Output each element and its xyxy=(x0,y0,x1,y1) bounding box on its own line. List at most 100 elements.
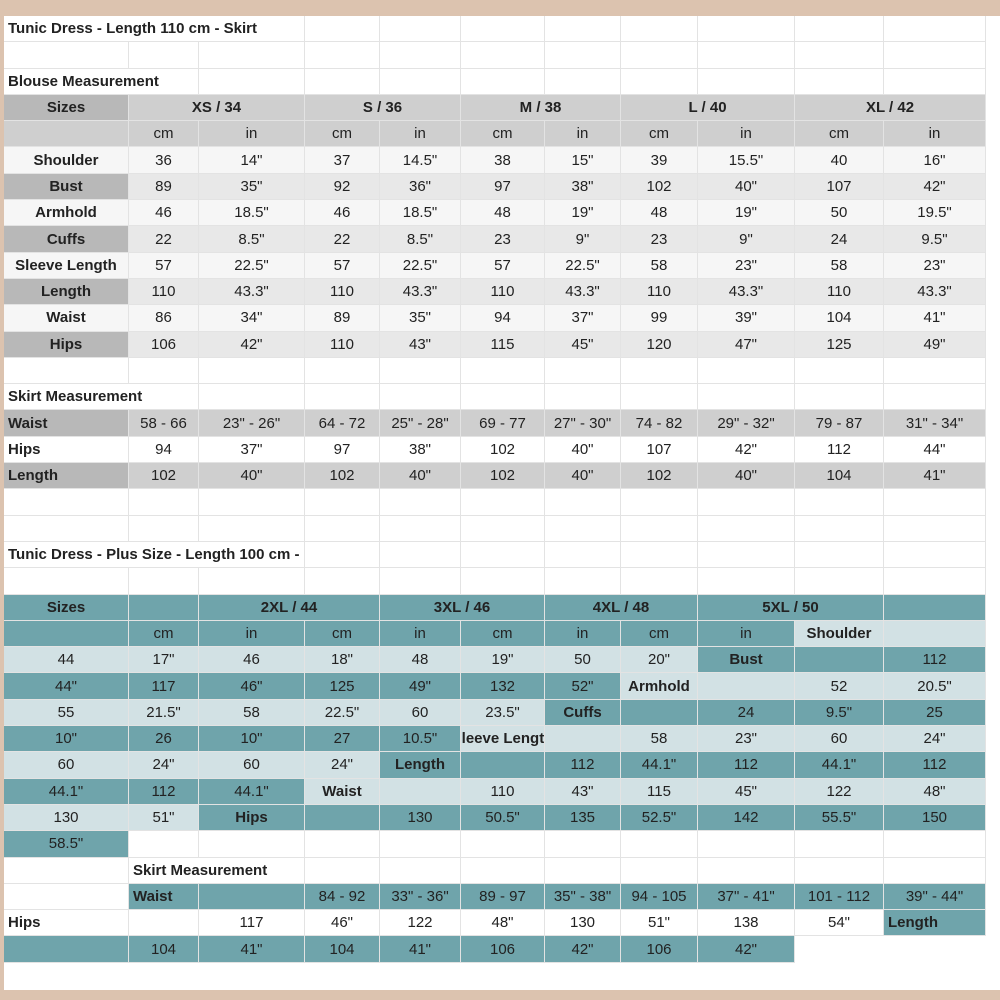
measurement-cell: 23" - 26" xyxy=(199,410,305,437)
empty-cell xyxy=(795,857,884,884)
measurement-cell: 107 xyxy=(795,173,884,201)
measurement-cell: 40" xyxy=(545,463,621,490)
measurement-cell: 106 xyxy=(129,331,199,358)
empty-cell xyxy=(621,357,698,385)
measurement-cell: 24" xyxy=(884,726,986,753)
empty-cell xyxy=(621,857,698,884)
measurement-cell: 31" - 34" xyxy=(884,410,986,437)
measurement-cell: 24" xyxy=(129,752,199,779)
measurement-cell: 102 xyxy=(129,463,199,490)
row-label: Length xyxy=(4,278,129,306)
measurement-cell: 15" xyxy=(545,147,621,174)
row-label: Armhold xyxy=(621,673,698,700)
row-label: Hips xyxy=(4,331,129,358)
measurement-cell: 25 xyxy=(884,699,986,727)
measurement-cell: 138 xyxy=(698,910,795,937)
measurement-cell: 45" xyxy=(698,778,795,805)
empty-cell xyxy=(380,489,461,516)
row-label: Length xyxy=(4,463,129,490)
row-label: Length xyxy=(380,752,461,779)
empty-cell xyxy=(698,541,795,569)
measurement-cell: 117 xyxy=(199,910,305,937)
label-spacer xyxy=(698,673,795,700)
measurement-cell: 104 xyxy=(129,936,199,963)
empty-cell xyxy=(380,568,461,595)
row-label: Shoulder xyxy=(4,147,129,174)
measurement-cell: 54" xyxy=(795,910,884,937)
measurement-cell: 60 xyxy=(4,752,129,779)
measurement-cell: 46" xyxy=(199,673,305,700)
empty-cell xyxy=(4,515,129,542)
measurement-cell: 46 xyxy=(305,200,380,227)
measurement-cell: 142 xyxy=(698,804,795,832)
label-spacer xyxy=(621,699,698,727)
measurement-cell: 19" xyxy=(698,200,795,227)
empty-cell xyxy=(698,357,795,385)
row-label: Shoulder xyxy=(795,620,884,648)
measurement-cell: 44.1" xyxy=(621,752,698,779)
empty-cell xyxy=(884,568,986,595)
measurement-cell: 9.5" xyxy=(795,699,884,727)
measurement-cell: 41" xyxy=(199,936,305,963)
measurement-cell: 19" xyxy=(461,647,545,674)
measurement-cell: 46" xyxy=(305,910,380,937)
empty-cell xyxy=(199,384,305,411)
size-header: 5XL / 50 xyxy=(698,594,884,621)
empty-cell xyxy=(461,16,545,43)
measurement-cell: 102 xyxy=(621,463,698,490)
measurement-cell: 115 xyxy=(461,331,545,358)
empty-cell xyxy=(461,357,545,385)
measurement-cell: 38" xyxy=(380,436,461,464)
measurement-cell: 37" - 41" xyxy=(698,883,795,911)
measurement-cell: 89 xyxy=(129,173,199,201)
measurement-cell: 94 - 105 xyxy=(621,883,698,911)
empty-cell xyxy=(305,357,380,385)
measurement-cell: 110 xyxy=(461,778,545,805)
measurement-cell: 37" xyxy=(545,305,621,332)
unit-in: in xyxy=(380,620,461,648)
measurement-cell: 110 xyxy=(305,331,380,358)
measurement-cell: 150 xyxy=(884,804,986,832)
unit-cm: cm xyxy=(795,121,884,148)
empty-cell xyxy=(884,541,986,569)
empty-cell xyxy=(545,515,621,542)
empty-cell xyxy=(4,42,129,69)
measurement-cell: 89 - 97 xyxy=(461,883,545,911)
measurement-cell: 8.5" xyxy=(380,226,461,253)
measurement-cell: 38" xyxy=(545,173,621,201)
empty-cell xyxy=(199,489,305,516)
measurement-cell: 10" xyxy=(199,726,305,753)
unit-cm: cm xyxy=(461,121,545,148)
empty-cell xyxy=(461,568,545,595)
measurement-cell: 23 xyxy=(621,226,698,253)
measurement-cell: 22.5" xyxy=(305,699,380,727)
measurement-cell: 104 xyxy=(305,936,380,963)
measurement-cell: 60 xyxy=(795,726,884,753)
measurement-cell: 57 xyxy=(461,252,545,279)
empty-cell xyxy=(884,515,986,542)
measurement-cell: 112 xyxy=(129,778,199,805)
measurement-cell: 42" xyxy=(545,936,621,963)
empty-cell xyxy=(380,384,461,411)
measurement-cell: 102 xyxy=(305,463,380,490)
empty-cell xyxy=(461,515,545,542)
row-label: Armhold xyxy=(4,200,129,227)
measurement-cell: 41" xyxy=(884,305,986,332)
row-label: Waist xyxy=(4,410,129,437)
size-header: M / 38 xyxy=(461,94,621,122)
measurement-cell: 50 xyxy=(795,200,884,227)
measurement-cell: 19" xyxy=(545,200,621,227)
empty-cell xyxy=(698,831,795,858)
size-header: 4XL / 48 xyxy=(545,594,698,621)
measurement-cell: 97 xyxy=(461,173,545,201)
measurement-cell: 94 xyxy=(129,436,199,464)
measurement-cell: 89 xyxy=(305,305,380,332)
measurement-cell: 74 - 82 xyxy=(621,410,698,437)
empty-cell xyxy=(305,16,380,43)
measurement-cell: 44.1" xyxy=(199,778,305,805)
units-row-spacer xyxy=(4,121,129,148)
empty-cell xyxy=(621,384,698,411)
empty-cell xyxy=(305,831,380,858)
empty-cell xyxy=(698,568,795,595)
unit-cm: cm xyxy=(129,121,199,148)
